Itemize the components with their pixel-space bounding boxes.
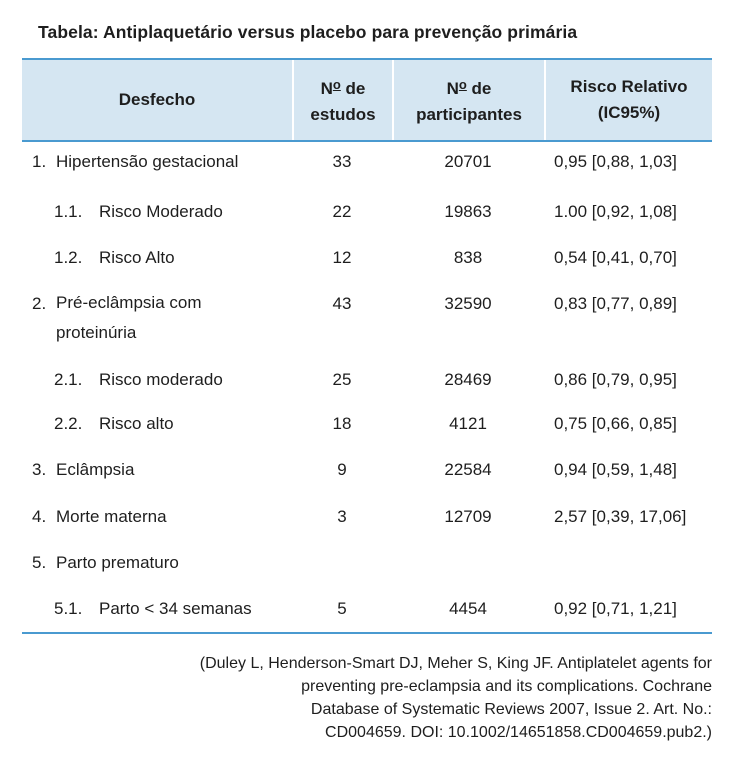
citation-line: preventing pre-eclampsia and its complic… (301, 678, 712, 695)
table-title: Tabela: Antiplaquetário versus placebo p… (38, 22, 578, 42)
table-header: Desfecho No de estudos No de participant… (22, 58, 712, 142)
row-participantes: 838 (453, 248, 483, 267)
table-row: 5. Parto prematuro (22, 553, 712, 599)
table-row: 1. Hipertensão gestacional 33 20701 0,95… (22, 142, 712, 198)
row-number: 3. (32, 460, 47, 479)
row-risco: 0,86 [0,79, 0,95] (554, 370, 677, 389)
row-risco: 0,95 [0,88, 1,03] (554, 152, 677, 171)
row-estudos: 22 (332, 202, 352, 221)
row-number: 1.2. (54, 248, 83, 267)
row-risco: 0,75 [0,66, 0,85] (554, 414, 677, 433)
row-estudos: 3 (337, 507, 347, 526)
row-participantes: 22584 (444, 460, 492, 479)
table-row: 3. Eclâmpsia 9 22584 0,94 [0,59, 1,48] (22, 460, 712, 507)
row-estudos: 33 (332, 152, 352, 171)
row-number: 1.1. (54, 202, 83, 221)
header-n-participantes: No de participantes (392, 60, 544, 140)
citation: (Duley L, Henderson-Smart DJ, Meher S, K… (52, 652, 712, 744)
table-row: 1.2. Risco Alto 12 838 0,54 [0,41, 0,70] (22, 244, 712, 290)
row-number: 5.1. (54, 599, 83, 618)
row-participantes: 4454 (449, 599, 487, 618)
row-estudos: 18 (332, 414, 352, 433)
citation-line: CD004659. DOI: 10.1002/14651858.CD004659… (325, 724, 712, 741)
row-label: Parto < 34 semanas (99, 599, 252, 618)
row-label: Morte materna (56, 507, 167, 526)
row-label: Risco Moderado (99, 202, 223, 221)
row-risco: 0,94 [0,59, 1,48] (554, 460, 677, 479)
data-table: Desfecho No de estudos No de participant… (22, 58, 712, 639)
table-bottom-rule (22, 632, 712, 634)
row-number: 4. (32, 507, 47, 526)
citation-line: (Duley L, Henderson-Smart DJ, Meher S, K… (199, 655, 712, 672)
header-risco-relativo: Risco Relativo (IC95%) (544, 60, 712, 140)
row-number: 5. (32, 553, 47, 572)
row-number: 2.1. (54, 370, 83, 389)
row-number: 2.2. (54, 414, 83, 433)
row-participantes: 32590 (444, 294, 492, 313)
row-estudos: 25 (332, 370, 352, 389)
table-row: 1.1. Risco Moderado 22 19863 1.00 [0,92,… (22, 198, 712, 244)
row-label: Risco alto (99, 414, 174, 433)
row-estudos: 9 (337, 460, 347, 479)
row-label: Hipertensão gestacional (56, 152, 239, 171)
row-number: 1. (32, 152, 47, 171)
citation-line: Database of Systematic Reviews 2007, Iss… (310, 701, 712, 718)
row-estudos: 5 (337, 599, 347, 618)
header-n-estudos: No de estudos (292, 60, 392, 140)
table-row: 2. Pré-eclâmpsia com proteinúria 43 3259… (22, 290, 712, 370)
row-risco: 0,92 [0,71, 1,21] (554, 599, 677, 618)
header-desfecho: Desfecho (118, 90, 196, 109)
row-risco: 0,83 [0,77, 0,89] (554, 294, 677, 313)
row-estudos: 12 (332, 248, 352, 267)
table-row: 4. Morte materna 3 12709 2,57 [0,39, 17,… (22, 507, 712, 553)
row-participantes: 28469 (444, 370, 492, 389)
row-label: Parto prematuro (56, 553, 179, 572)
table-row: 5.1. Parto < 34 semanas 5 4454 0,92 [0,7… (22, 599, 712, 639)
row-participantes: 20701 (444, 152, 492, 171)
row-risco: 1.00 [0,92, 1,08] (554, 202, 677, 221)
table-body: 1. Hipertensão gestacional 33 20701 0,95… (22, 142, 712, 639)
row-number: 2. (32, 294, 47, 313)
row-risco: 0,54 [0,41, 0,70] (554, 248, 677, 267)
row-participantes: 4121 (449, 414, 487, 433)
row-risco: 2,57 [0,39, 17,06] (554, 507, 687, 526)
row-participantes: 19863 (444, 202, 492, 221)
row-estudos: 43 (332, 294, 352, 313)
row-participantes: 12709 (444, 507, 492, 526)
row-label: Risco moderado (99, 370, 223, 389)
row-label: Risco Alto (99, 248, 175, 267)
row-label: Pré-eclâmpsia com proteinúria (56, 293, 202, 342)
table-row: 2.1. Risco moderado 25 28469 0,86 [0,79,… (22, 370, 712, 414)
row-label: Eclâmpsia (56, 460, 135, 479)
table-row: 2.2. Risco alto 18 4121 0,75 [0,66, 0,85… (22, 414, 712, 460)
